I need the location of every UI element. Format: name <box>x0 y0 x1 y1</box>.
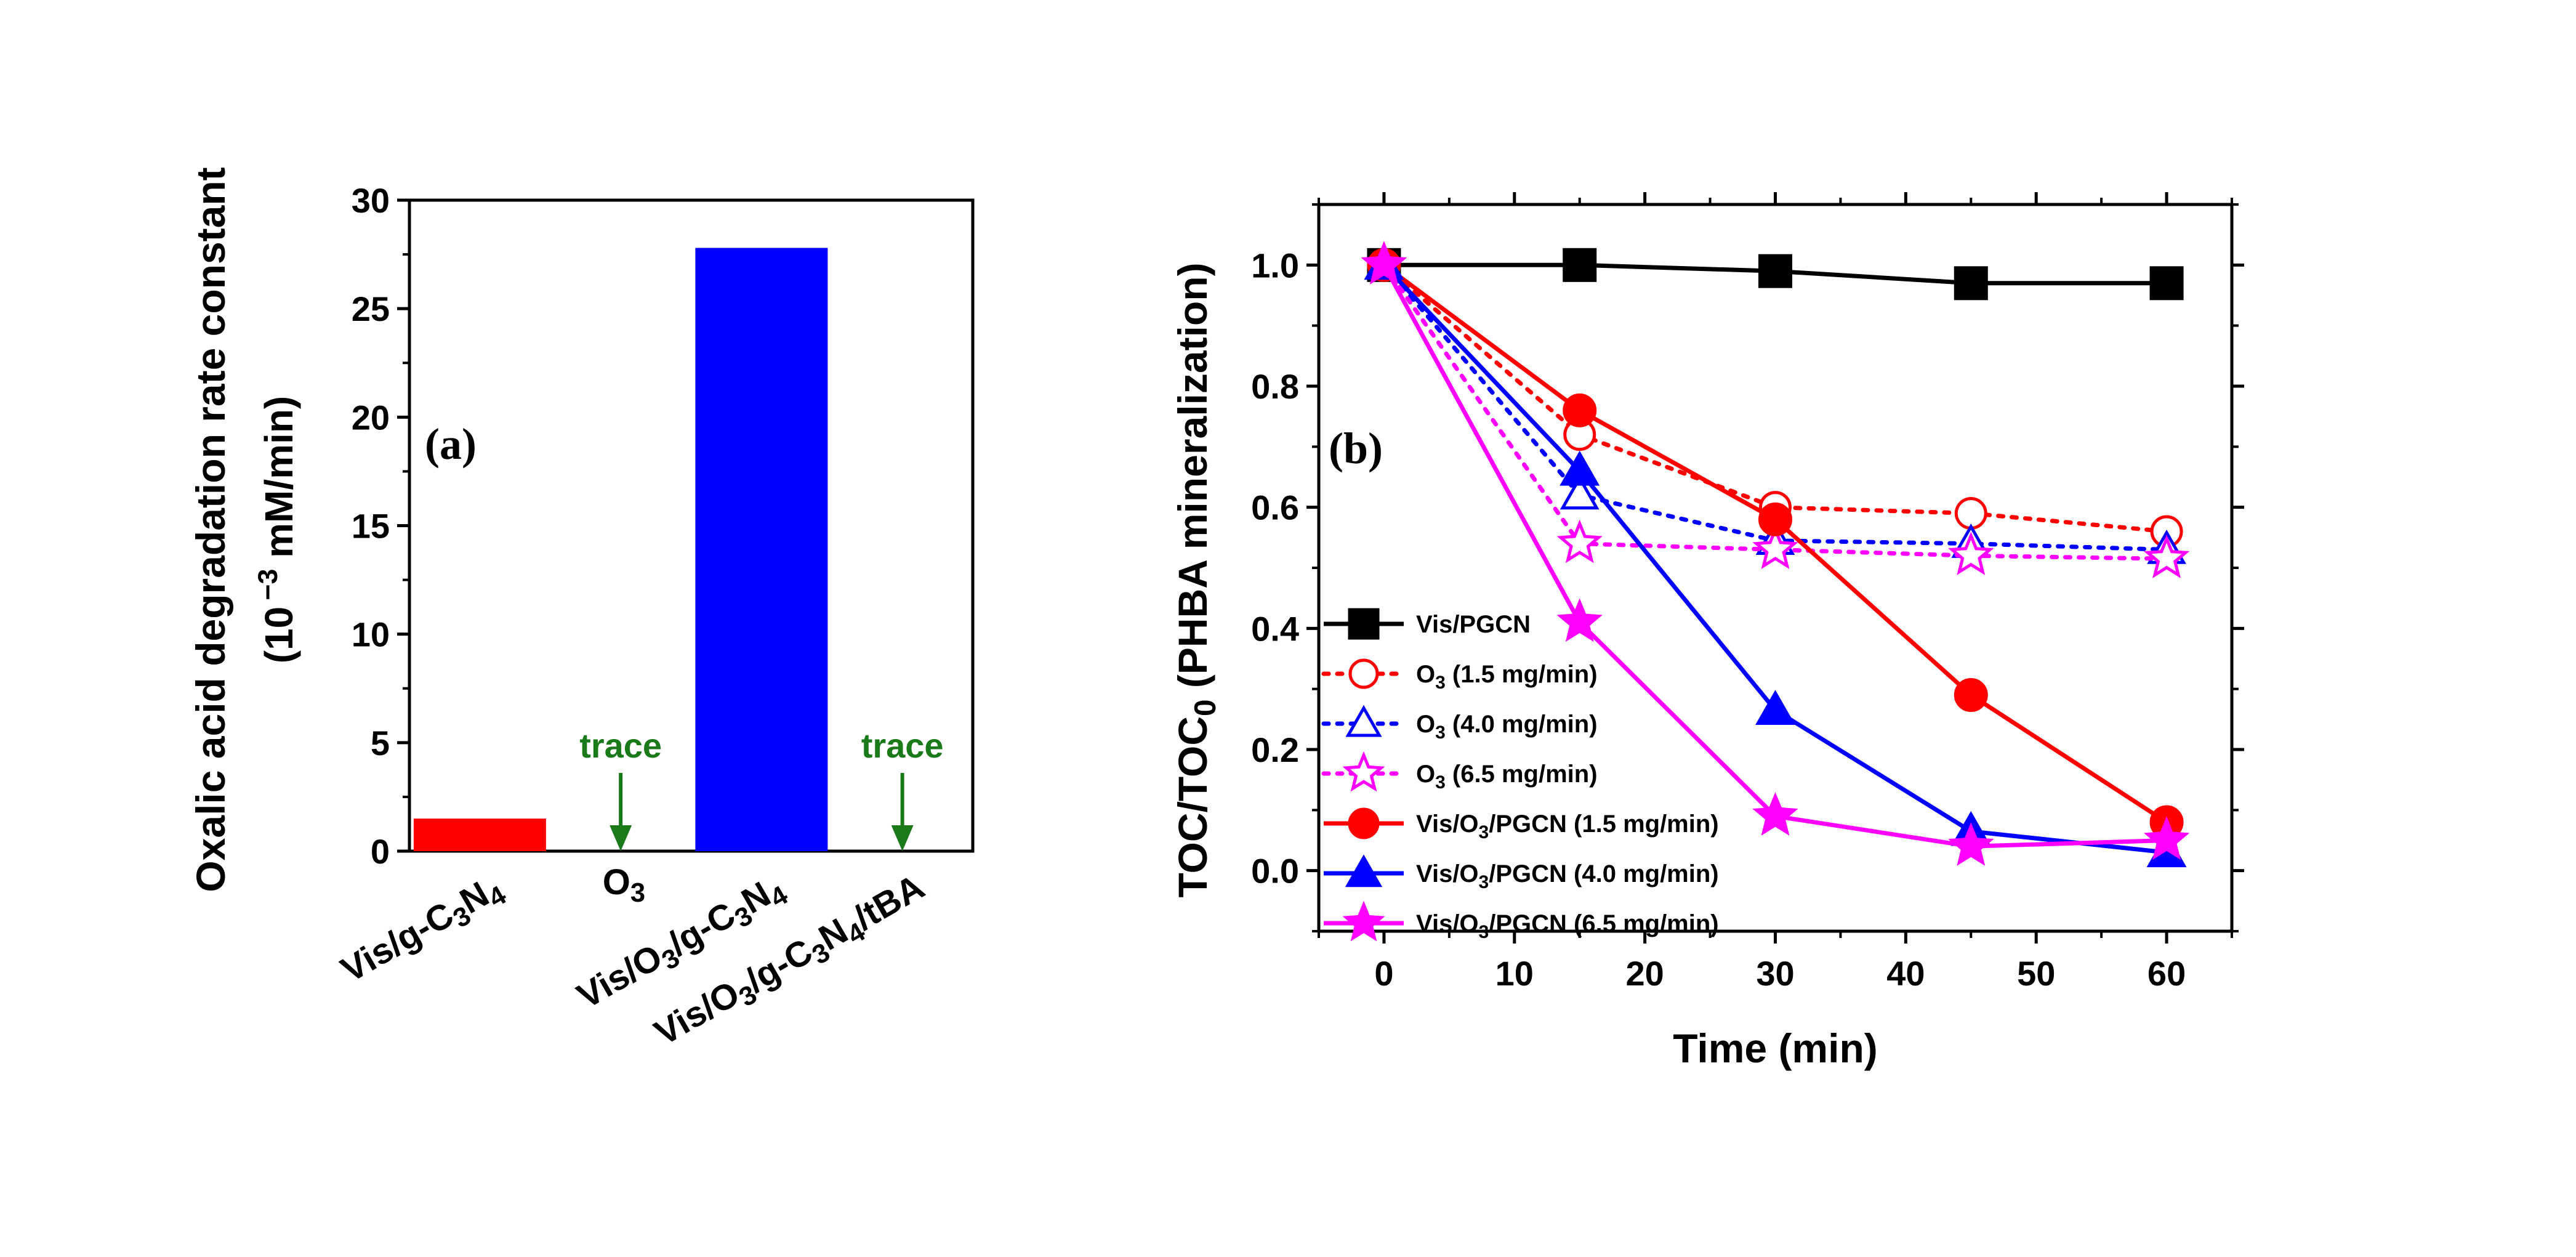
panel-b-x-axis-title: Time (min) <box>1673 1025 1877 1071</box>
panel-b-x-tick-label: 0 <box>1374 954 1393 993</box>
legend-marker <box>1348 807 1380 839</box>
panel-b-series-group <box>1367 248 2184 301</box>
trace-arrow-head <box>891 825 914 851</box>
panel-b-x-tick-label: 10 <box>1495 954 1534 993</box>
panel-b-data-point <box>1948 822 1994 866</box>
panel-b-data-point <box>1563 248 1597 282</box>
panel-a-y-axis-title: Oxalic acid degradation rate constant <box>188 167 233 892</box>
panel-b-y-axis-title: TOC/TOC0 (PHBA mineralization) <box>1170 262 1222 897</box>
legend-marker <box>1345 854 1383 887</box>
legend-label: Vis/PGCN <box>1416 611 1531 638</box>
panel-a-y-tick-label: 10 <box>352 615 390 654</box>
panel-b-data-point <box>1560 450 1600 486</box>
panel-a-annotations: trace trace <box>579 726 944 851</box>
panel-a-y-tick-label: 0 <box>371 832 390 871</box>
legend-label: Vis/O3/PGCN (6.5 mg/min) <box>1416 910 1719 942</box>
legend-marker <box>1348 608 1380 640</box>
panel-b-data-point <box>1556 598 1603 642</box>
panel-b-x-tick-label: 20 <box>1625 954 1664 993</box>
panel-b-axes: 0 10 20 30 40 50 60 0.0 0.2 0.4 0.6 0.8 1.0 <box>1251 192 2244 993</box>
panel-a-y-tick-label: 25 <box>352 289 390 328</box>
legend-label: Vis/O3/PGCN (4.0 mg/min) <box>1416 860 1719 892</box>
legend-label: O3 (1.5 mg/min) <box>1416 661 1598 693</box>
panel-b-data-point <box>1758 254 1792 288</box>
legend-marker <box>1342 900 1385 942</box>
panel-b-data-point <box>1556 519 1603 564</box>
panel-a-bar <box>413 818 546 851</box>
trace-annotation: trace <box>579 726 662 765</box>
panel-b-y-tick-label: 0.4 <box>1251 609 1299 648</box>
panel-b-data-point <box>1948 531 1994 575</box>
panel-a-bars <box>413 248 828 852</box>
panel-b-data-point <box>1755 690 1795 726</box>
panel-b-x-tick-label: 30 <box>1756 954 1794 993</box>
panel-b-y-tick-label: 1.0 <box>1251 246 1299 285</box>
panel-b-data-point <box>1954 266 1988 301</box>
panel-b-data-point <box>1752 525 1798 570</box>
panel-b-y-tick-label: 0.2 <box>1251 730 1299 769</box>
trace-arrow-head <box>610 825 632 851</box>
panel-b-data-point <box>2143 816 2190 860</box>
panel-b-y-tick-label: 0.6 <box>1251 488 1299 527</box>
panel-a-y-axis: 0 5 10 15 20 25 30 <box>352 181 409 871</box>
panel-b-data-point <box>1954 678 1988 712</box>
panel-b-series-group <box>1367 248 2184 839</box>
panel-a-bar <box>695 248 828 852</box>
panel-a-label: (a) <box>425 419 477 469</box>
panel-b-data-point <box>1758 502 1792 536</box>
legend-label: O3 (4.0 mg/min) <box>1416 711 1598 743</box>
panel-b-series-line <box>1382 262 2169 561</box>
panel-a-category-label: O3 <box>603 862 645 908</box>
panel-b-data-point <box>2149 266 2184 301</box>
legend-label: Vis/O3/PGCN (1.5 mg/min) <box>1416 810 1719 843</box>
panel-b-x-tick-label: 50 <box>2017 954 2055 993</box>
panel-b-y-tick-label: 0.8 <box>1251 367 1299 406</box>
panel-b-data-point <box>2144 535 2190 578</box>
panel-a-y-axis-units: (10−3 mM/min) <box>252 396 301 663</box>
panel-a-y-tick-label: 15 <box>352 507 390 546</box>
panel-b-data-point <box>1752 792 1798 836</box>
panel-b-data-point <box>1563 393 1597 427</box>
panel-a-y-tick-label: 20 <box>352 398 390 437</box>
trace-annotation: trace <box>861 726 944 765</box>
panel-b-legend: Vis/PGCN O3 (1.5 mg/min) O3 (4.0 mg/min) O3… <box>1321 608 1719 942</box>
panel-a-y-tick-label: 30 <box>352 181 390 220</box>
panel-b-label: (b) <box>1329 424 1383 473</box>
panel-a-y-tick-label: 5 <box>371 724 390 762</box>
panel-b-line-chart: 0 10 20 30 40 50 60 0.0 0.2 0.4 0.6 0.8 1.0 Vis/PGCN… <box>1170 192 2244 1071</box>
panel-b-data-point <box>1361 241 1407 285</box>
panel-b-x-tick-label: 60 <box>2147 954 2186 993</box>
panel-b-series <box>1361 241 2190 868</box>
legend-marker <box>1342 751 1385 792</box>
panel-b-data-point <box>1560 475 1600 510</box>
panel-b-x-tick-label: 40 <box>1886 954 1925 993</box>
panel-b-y-tick-label: 0.0 <box>1251 852 1299 891</box>
legend-marker <box>1348 658 1379 689</box>
panel-b-series-group <box>1361 241 2190 866</box>
legend-marker <box>1345 705 1382 737</box>
legend-label: O3 (6.5 mg/min) <box>1416 761 1598 793</box>
